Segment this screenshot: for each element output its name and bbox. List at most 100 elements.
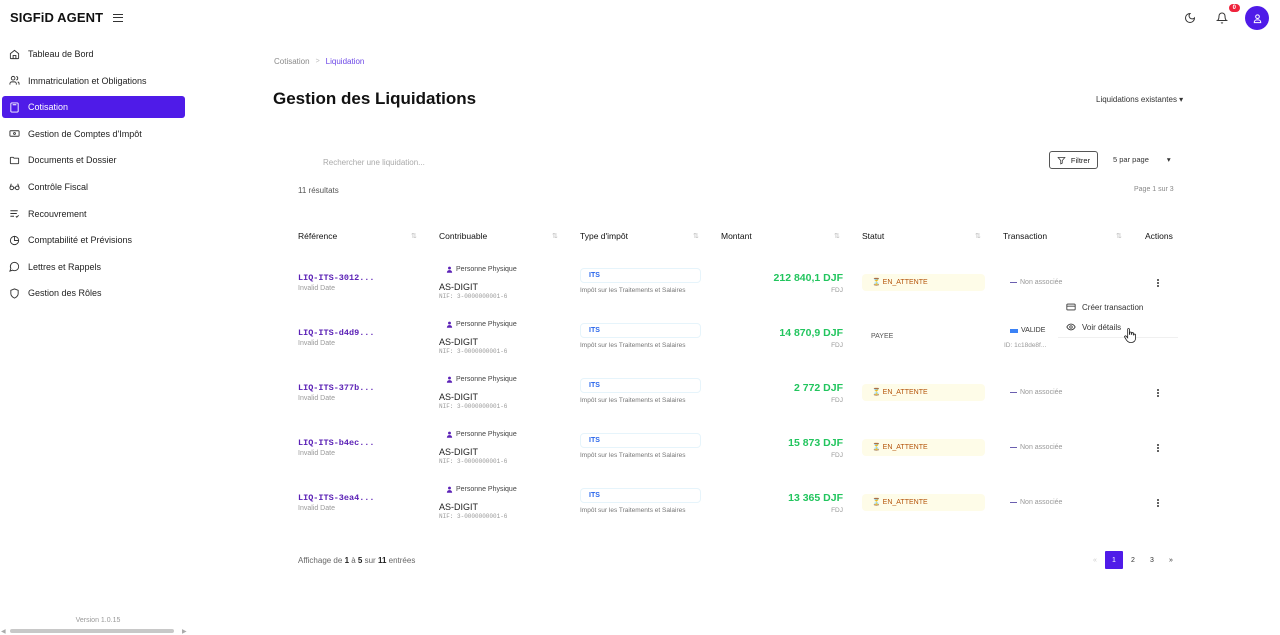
taxpayer-nif: NIF: 3-0000000001-6 (439, 458, 508, 465)
tax-type-badge: ITS (580, 433, 701, 448)
pagination-prev[interactable]: « (1093, 556, 1097, 564)
sidebar-item-label: Gestion des Rôles (28, 288, 102, 299)
sidebar-item-documents[interactable]: Documents et Dossier (2, 149, 185, 171)
view-details-menu-item[interactable]: Voir détails (1058, 317, 1178, 337)
sidebar-item-gestion-comptes[interactable]: Gestion de Comptes d'Impôt (2, 123, 185, 145)
column-header-montant[interactable]: Montant (721, 231, 752, 241)
existing-liquidations-dropdown[interactable]: Liquidations existantes ▾ (1096, 95, 1184, 104)
pagination-next[interactable]: » (1169, 556, 1173, 564)
per-page-value: 5 par page (1113, 155, 1149, 164)
breadcrumb-parent[interactable]: Cotisation (274, 57, 310, 66)
dash-icon (1010, 282, 1017, 283)
row-actions-button[interactable] (1154, 442, 1162, 454)
message-circle-icon (8, 261, 20, 273)
scrollbar-thumb[interactable] (10, 629, 174, 633)
sidebar-item-cotisation[interactable]: Cotisation (2, 96, 185, 119)
column-header-reference[interactable]: Référence (298, 231, 338, 241)
transaction-status: Non associée (1010, 389, 1062, 396)
person-icon (446, 266, 453, 273)
person-type: Personne Physique (446, 321, 517, 328)
tax-type-description: Impôt sur les Traitements et Salaires (580, 342, 686, 349)
breadcrumb: Cotisation > Liquidation (274, 57, 364, 66)
sidebar-item-tableau-de-bord[interactable]: Tableau de Bord (2, 43, 185, 65)
sidebar-item-immatriculation[interactable]: Immatriculation et Obligations (2, 70, 185, 92)
reference-link[interactable]: LIQ-ITS-3ea4... (298, 493, 375, 503)
table-row: LIQ-ITS-3ea4... Invalid Date Personne Ph… (0, 483, 1280, 538)
sort-icon[interactable]: ⇅ (552, 233, 558, 240)
pagination-page-2[interactable]: 2 (1131, 556, 1135, 564)
row-actions-button[interactable] (1154, 387, 1162, 399)
sidebar-item-label: Lettres et Rappels (28, 261, 102, 272)
per-page-select[interactable]: 5 par page ▾ (1113, 155, 1171, 164)
reference-date: Invalid Date (298, 395, 335, 402)
amount: 2 772 DJF (793, 382, 843, 394)
reference-link[interactable]: LIQ-ITS-d4d9... (298, 328, 375, 338)
filter-button[interactable]: Filtrer (1049, 151, 1098, 169)
row-actions-button[interactable] (1154, 277, 1162, 289)
list-check-icon (8, 208, 20, 220)
column-header-contribuable[interactable]: Contribuable (439, 231, 488, 241)
currency: FDJ (831, 507, 843, 514)
calculator-icon (8, 101, 20, 113)
currency: FDJ (831, 287, 843, 294)
reference-link[interactable]: LIQ-ITS-377b... (298, 383, 375, 393)
sort-icon[interactable]: ⇅ (1116, 233, 1122, 240)
sidebar-item-roles[interactable]: Gestion des Rôles (2, 282, 185, 304)
taxpayer-nif: NIF: 3-0000000001-6 (439, 403, 508, 410)
search-input[interactable] (298, 152, 718, 172)
dash-icon (1010, 392, 1017, 393)
sidebar-item-label: Tableau de Bord (28, 49, 94, 59)
taxpayer-nif: NIF: 3-0000000001-6 (439, 513, 508, 520)
reference-date: Invalid Date (298, 285, 335, 292)
taxpayer-name: AS-DIGIT (439, 282, 479, 292)
column-header-transaction[interactable]: Transaction (1003, 231, 1048, 241)
results-count: 11 résultats (298, 186, 339, 195)
column-header-statut[interactable]: Statut (862, 231, 885, 241)
notifications-button[interactable]: 0 (1213, 4, 1240, 27)
banknote-icon (8, 128, 20, 140)
sidebar-item-recouvrement[interactable]: Recouvrement (2, 203, 185, 225)
person-type: Personne Physique (446, 266, 517, 273)
page-title: Gestion des Liquidations (273, 89, 477, 108)
status-badge: ⏳ EN_ATTENTE (862, 384, 985, 401)
theme-toggle-button[interactable] (1181, 9, 1199, 27)
tax-type-badge: ITS (580, 488, 701, 503)
transaction-status: VALIDE (1010, 327, 1045, 334)
row-actions-button[interactable] (1154, 497, 1162, 509)
horizontal-scrollbar[interactable]: ◀ ▶ (0, 627, 190, 635)
sidebar-item-label: Gestion de Comptes d'Impôt (28, 128, 142, 139)
sidebar-item-label: Documents et Dossier (28, 155, 117, 166)
scroll-left-icon[interactable]: ◀ (1, 629, 6, 635)
sidebar-item-label: Recouvrement (28, 208, 87, 219)
sidebar-item-lettres[interactable]: Lettres et Rappels (2, 256, 185, 278)
tax-type-description: Impôt sur les Traitements et Salaires (580, 287, 686, 294)
app-title: SIGFiD AGENT (10, 10, 104, 25)
scroll-right-icon[interactable]: ▶ (182, 629, 187, 635)
sidebar-item-controle-fiscal[interactable]: Contrôle Fiscal (2, 176, 185, 198)
sort-icon[interactable]: ⇅ (693, 233, 699, 240)
sort-icon[interactable]: ⇅ (834, 233, 840, 240)
amount: 212 840,1 DJF (773, 272, 843, 284)
person-icon (446, 486, 453, 493)
taxpayer-name: AS-DIGIT (439, 337, 479, 347)
pagination-page-3[interactable]: 3 (1150, 556, 1154, 564)
menu-toggle-icon[interactable] (113, 13, 124, 22)
dash-icon (1010, 502, 1017, 503)
sidebar-item-comptabilite[interactable]: Comptabilité et Prévisions (2, 229, 185, 251)
pie-chart-icon (8, 234, 20, 246)
person-type: Personne Physique (446, 486, 517, 493)
reference-link[interactable]: LIQ-ITS-3012... (298, 273, 375, 283)
sort-icon[interactable]: ⇅ (411, 233, 417, 240)
avatar[interactable] (1245, 6, 1269, 30)
create-transaction-menu-item[interactable]: Créer transaction (1058, 297, 1178, 317)
column-header-type-impot[interactable]: Type d'impôt (580, 231, 628, 241)
table-row: LIQ-ITS-3012... Invalid Date Personne Ph… (0, 263, 1280, 318)
taxpayer-nif: NIF: 3-0000000001-6 (439, 293, 508, 300)
pagination-page-1[interactable]: 1 (1105, 551, 1123, 569)
filter-icon (1057, 156, 1066, 164)
breadcrumb-separator: > (315, 58, 320, 65)
reference-link[interactable]: LIQ-ITS-b4ec... (298, 438, 375, 448)
sort-icon[interactable]: ⇅ (975, 233, 981, 240)
taxpayer-name: AS-DIGIT (439, 447, 479, 457)
